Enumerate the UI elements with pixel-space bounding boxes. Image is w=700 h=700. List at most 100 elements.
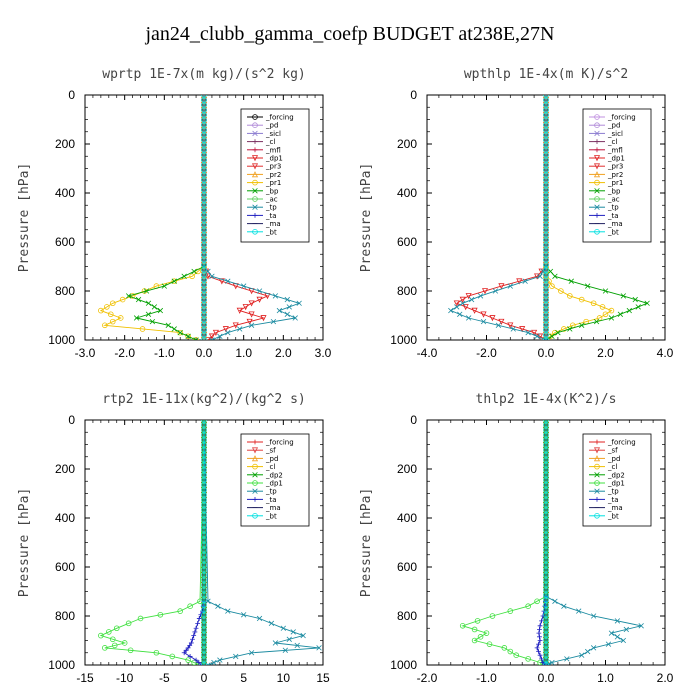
data-point [602,311,609,318]
data-point [471,637,478,644]
data-point [483,630,490,636]
data-point [459,296,466,303]
data-point [507,648,514,655]
legend-label: _dp2 [265,471,283,479]
data-point [498,318,505,325]
legend-box [240,433,310,527]
legend-marker [594,512,600,519]
legend-item: _dp2 [247,471,283,479]
legend-label: _dp1 [265,480,283,488]
legend-item: _pd [247,455,278,463]
data-point [480,318,487,325]
legend-label: _ma [607,220,623,228]
data-point [209,273,215,279]
legend: _forcing_sf_pd_cl_dp2_dp1_tp_ta_ma_bt [582,433,652,527]
legend-item: _dp2 [589,471,625,479]
data-point [201,337,207,340]
data-point [187,643,193,648]
panel-3: rtp2 1E-11x(kg^2)/(kg^2 s) Pressure [hPa]… [17,392,330,685]
legend-label: _pd [265,122,278,130]
legend-marker [594,147,600,153]
data-point [211,659,217,665]
legend-marker [594,488,600,494]
data-point [190,636,195,642]
data-point [237,326,243,332]
data-point [519,326,526,333]
y-axis-label: Pressure [hPa] [359,163,374,273]
legend-item: _sf [247,447,276,455]
series-bt [543,95,549,340]
legend-label: _ma [265,504,281,512]
legend-marker [251,447,259,454]
legend-label: _forcing [607,439,636,447]
data-point [109,300,116,307]
legend-label: _forcing [607,114,636,122]
legend-label: _tp [265,204,277,212]
legend-label: _dp1 [607,155,625,163]
data-point [540,613,546,619]
data-point [605,641,612,647]
legend-label: _cl [265,138,275,146]
data-point [536,630,542,636]
legend-label: _mfl [265,146,281,154]
data-point [300,632,306,639]
data-point [183,647,189,653]
data-point [546,278,552,285]
data-point [215,603,221,609]
legend-box [240,108,310,243]
data-point [537,634,542,640]
y-tick-label: 1000 [390,333,417,347]
series-dp1 [459,420,549,665]
data-point [567,326,573,332]
legend-item: _ta [247,496,277,504]
legend-item: _forcing [589,114,636,122]
data-point [590,300,597,307]
data-point [169,653,176,660]
data-point [272,640,279,646]
x-tick-label: -5 [159,671,170,685]
data-point [185,645,191,651]
data-point [617,311,624,317]
series-bp [125,95,207,340]
data-point [161,283,168,289]
data-point [107,311,114,318]
legend-item: _forcing [589,439,636,447]
legend-marker [593,447,601,454]
data-point [525,603,531,609]
panel-2: wpthlp 1E-4x(m K)/s^2 Pressure [hPa] -4.0 -… [359,67,674,360]
data-point [623,626,630,633]
legend: _forcing_pd_sicl_cl_mfl_dp1_pr3_pr2_pr1_… [240,108,310,243]
data-point [185,657,191,663]
data-point [564,656,570,662]
data-point [276,307,283,314]
data-point [248,311,255,318]
data-point [113,625,120,632]
legend-label: _bt [265,512,277,520]
x-tick-label: 2.0 [657,671,674,685]
data-point [459,622,466,629]
legend-item: _ac [247,196,278,204]
data-point [525,656,531,662]
data-point [270,318,277,325]
data-point [507,283,513,289]
data-point [290,629,296,635]
legend-marker [252,488,258,494]
legend-item: _dp1 [247,155,283,163]
legend-marker [594,139,600,144]
legend-marker [251,155,259,162]
data-point [608,630,615,636]
data-point [193,337,199,340]
data-point [632,296,638,303]
legend-marker [252,130,258,137]
legend-marker [252,179,258,186]
legend-marker [252,472,258,478]
legend-item: _forcing [247,439,294,447]
data-point [620,293,627,299]
legend-marker [252,147,258,153]
data-point [236,307,243,314]
data-point [465,315,472,321]
data-point [149,318,156,325]
legend-marker [593,155,601,162]
legend-label: _pr1 [607,179,623,187]
